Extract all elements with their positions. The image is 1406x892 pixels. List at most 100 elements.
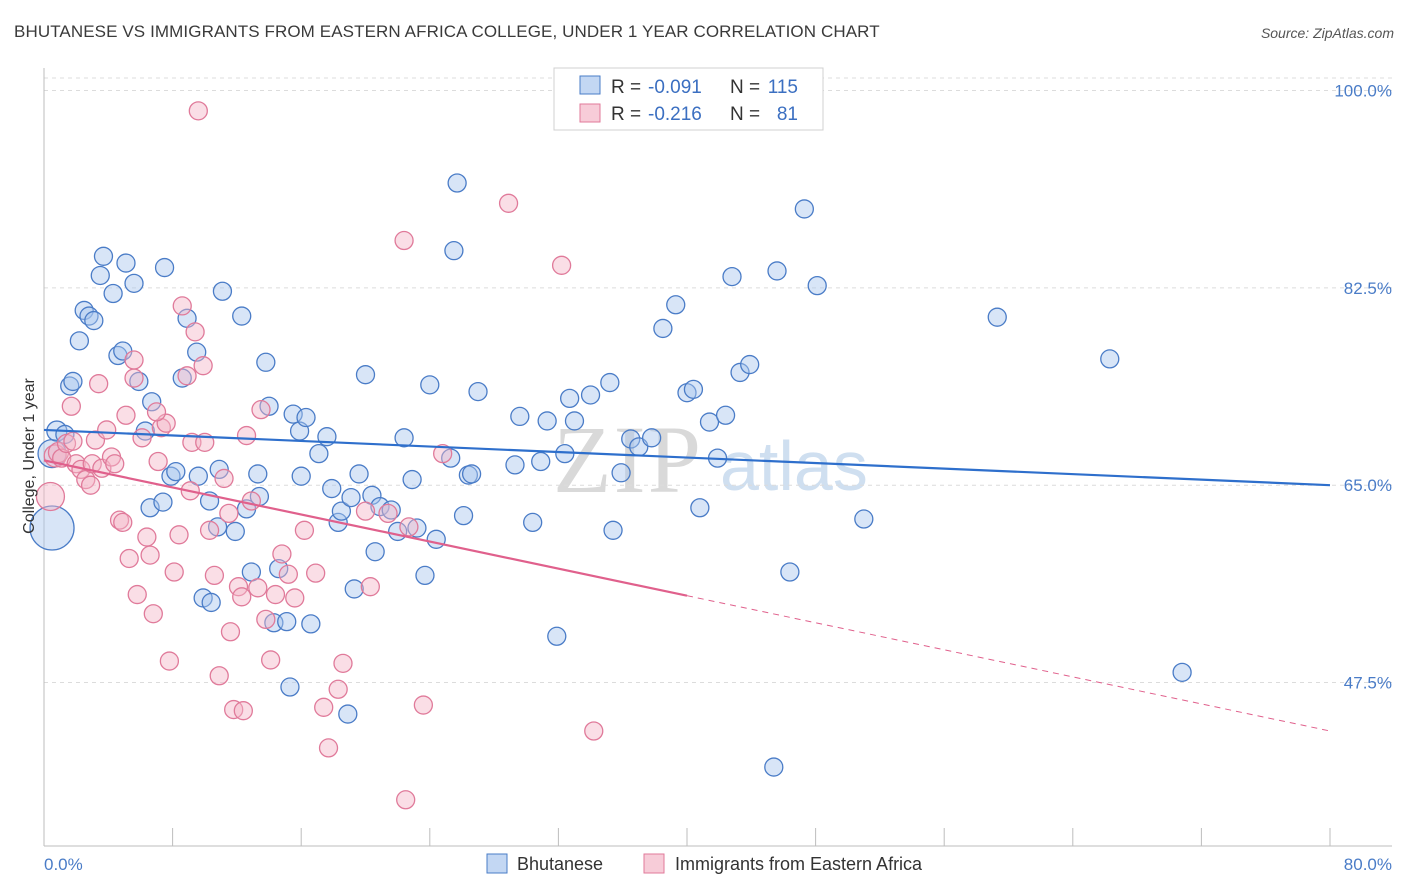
point-bhutanese	[63, 371, 83, 392]
point-eastern-africa	[294, 520, 315, 540]
point-bhutanese	[453, 505, 474, 526]
point-bhutanese	[447, 173, 467, 193]
point-bhutanese	[84, 310, 104, 331]
point-bhutanese	[730, 362, 750, 383]
legend-n-value-pink: 81	[777, 104, 798, 125]
point-bhutanese	[531, 451, 551, 472]
point-eastern-africa	[148, 451, 168, 472]
point-bhutanese	[301, 614, 321, 634]
legend-label-eastern-africa: Immigrants from Eastern Africa	[675, 854, 923, 874]
point-bhutanese	[93, 246, 114, 266]
point-eastern-africa	[89, 374, 109, 394]
point-eastern-africa	[188, 101, 208, 121]
point-bhutanese	[722, 266, 742, 287]
point-bhutanese	[444, 241, 464, 261]
series-eastern-africa	[35, 101, 604, 810]
legend-swatch-pink	[579, 103, 601, 123]
point-bhutanese	[277, 611, 297, 632]
point-bhutanese	[547, 626, 567, 646]
point-eastern-africa	[261, 650, 281, 670]
point-eastern-africa	[172, 296, 192, 316]
point-eastern-africa	[251, 399, 271, 420]
point-bhutanese	[256, 352, 276, 372]
point-eastern-africa	[360, 577, 380, 597]
y-tick-label: 100.0%	[1334, 82, 1392, 101]
point-bhutanese	[807, 275, 827, 296]
point-bhutanese	[564, 411, 585, 431]
point-bhutanese	[232, 306, 252, 326]
point-eastern-africa	[119, 548, 139, 569]
point-bhutanese	[510, 406, 530, 427]
point-eastern-africa	[333, 653, 353, 673]
point-eastern-africa	[241, 491, 262, 511]
point-bhutanese	[780, 562, 800, 582]
point-bhutanese	[666, 295, 686, 315]
point-bhutanese	[344, 579, 364, 599]
point-bhutanese	[365, 542, 385, 562]
watermark-zip: ZIP	[553, 406, 703, 513]
point-eastern-africa	[256, 609, 276, 630]
point-eastern-africa	[143, 604, 163, 624]
legend-n-label-pink: N =	[730, 104, 760, 125]
legend-n-label-blue: N =	[730, 77, 760, 98]
point-bhutanese	[461, 464, 482, 484]
legend-swatch-eastern-africa	[643, 853, 665, 874]
point-bhutanese	[124, 273, 144, 294]
legend-r-value-pink: -0.216	[648, 104, 702, 125]
point-bhutanese	[154, 257, 175, 278]
point-bhutanese	[699, 412, 720, 432]
point-bhutanese	[1172, 662, 1192, 683]
watermark-atlas: atlas	[720, 427, 868, 505]
point-eastern-africa	[80, 475, 101, 495]
point-eastern-africa	[209, 666, 229, 686]
point-eastern-africa	[413, 695, 434, 715]
point-bhutanese	[523, 512, 543, 533]
point-bhutanese	[280, 677, 300, 697]
point-bhutanese	[407, 518, 427, 538]
point-eastern-africa	[306, 563, 326, 583]
point-bhutanese	[291, 466, 311, 486]
point-eastern-africa	[164, 562, 184, 582]
point-bhutanese	[580, 385, 601, 405]
point-eastern-africa	[146, 402, 167, 422]
point-bhutanese	[420, 375, 440, 395]
point-eastern-africa	[498, 193, 519, 213]
trend-lines	[43, 428, 1331, 732]
trend-line-eastern-africa-extrapolated	[686, 595, 1331, 732]
point-bhutanese	[402, 469, 422, 490]
point-eastern-africa	[97, 420, 117, 440]
legend-swatch-bhutanese	[486, 853, 508, 874]
point-bhutanese	[90, 265, 110, 286]
point-bhutanese	[209, 459, 229, 480]
point-eastern-africa	[285, 588, 305, 608]
point-bhutanese	[355, 365, 376, 385]
y-tick-label: 65.0%	[1344, 476, 1392, 495]
point-bhutanese	[600, 372, 620, 393]
point-bhutanese	[415, 565, 435, 586]
point-bhutanese	[188, 466, 208, 486]
point-eastern-africa	[140, 545, 160, 565]
point-eastern-africa	[224, 699, 244, 720]
point-bhutanese	[341, 487, 361, 508]
point-bhutanese	[248, 464, 268, 484]
point-bhutanese	[764, 757, 784, 777]
point-bhutanese	[269, 558, 289, 579]
point-eastern-africa	[328, 679, 348, 699]
point-eastern-africa	[124, 350, 144, 370]
point-bhutanese	[103, 283, 123, 304]
point-bhutanese	[381, 500, 401, 520]
point-bhutanese	[505, 455, 525, 475]
point-bhutanese	[611, 463, 631, 483]
point-eastern-africa	[185, 322, 205, 342]
legend-swatch-blue	[579, 75, 601, 95]
point-bhutanese	[690, 498, 710, 518]
point-bhutanese	[854, 509, 874, 529]
point-bhutanese	[296, 407, 316, 428]
point-eastern-africa	[584, 721, 604, 741]
point-bhutanese	[794, 199, 814, 219]
y-axis-label: College, Under 1 year	[21, 378, 38, 534]
point-eastern-africa	[177, 366, 197, 386]
point-bhutanese	[69, 331, 90, 351]
series-legend: Bhutanese Immigrants from Eastern Africa	[486, 853, 923, 874]
